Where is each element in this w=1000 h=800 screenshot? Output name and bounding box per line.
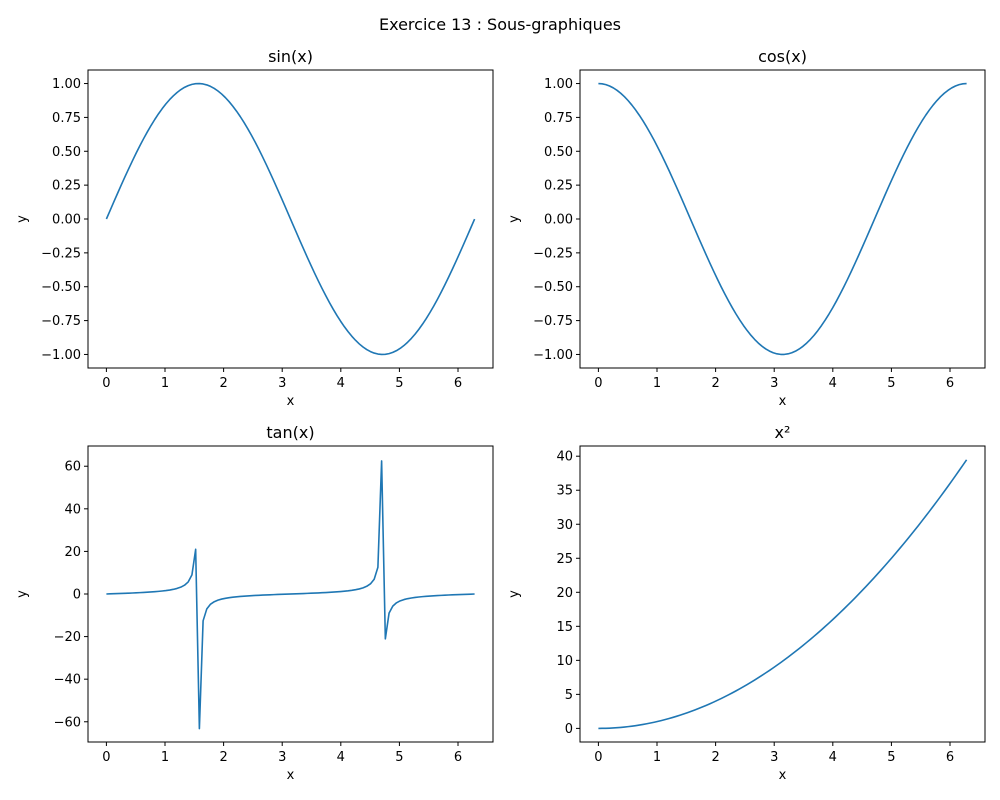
x-tick-label: 5 bbox=[395, 376, 403, 391]
y-tick-label: 0.00 bbox=[52, 213, 81, 228]
x-tick-label: 5 bbox=[887, 750, 895, 765]
y-tick-label: −0.75 bbox=[41, 314, 81, 329]
x-tick-label: 3 bbox=[770, 376, 778, 391]
y-tick-label: −0.50 bbox=[533, 280, 573, 295]
y-tick-label: 20 bbox=[64, 545, 81, 560]
y-tick-label: −20 bbox=[54, 630, 81, 645]
y-axis-label: y bbox=[507, 215, 522, 223]
y-tick-label: 0.25 bbox=[52, 179, 81, 194]
y-axis-label: y bbox=[507, 590, 522, 598]
y-tick-label: 0 bbox=[73, 588, 81, 603]
y-tick-label: 0.50 bbox=[52, 145, 81, 160]
series-line-tan bbox=[106, 460, 475, 730]
y-tick-label: −1.00 bbox=[533, 348, 573, 363]
x-tick-label: 2 bbox=[219, 376, 227, 391]
x-axis-label: x bbox=[779, 768, 787, 783]
x-tick-label: 6 bbox=[454, 376, 462, 391]
y-tick-label: −0.50 bbox=[41, 280, 81, 295]
x-tick-label: 5 bbox=[887, 376, 895, 391]
x-tick-label: 6 bbox=[946, 376, 954, 391]
y-tick-label: 0.75 bbox=[544, 111, 573, 126]
subplot-tan: tan(x) 0 1 2 3 4 5 6 −60 −40 −20 0 20 40 60 x y bbox=[15, 423, 494, 783]
subplot-sin: sin(x) 0 1 2 3 4 5 6 −1.00 −0.75 −0.50 −0.25 0.00 0.2… bbox=[15, 47, 494, 409]
subplot-title: cos(x) bbox=[758, 47, 807, 66]
y-tick-label: 0.50 bbox=[544, 145, 573, 160]
x-tick-label: 1 bbox=[653, 376, 661, 391]
x-axis-label: x bbox=[779, 394, 787, 409]
x-axis-label: x bbox=[287, 768, 295, 783]
plot-frame bbox=[579, 69, 986, 369]
x-tick-label: 3 bbox=[278, 376, 286, 391]
y-axis-label: y bbox=[15, 590, 30, 598]
x-tick-label: 0 bbox=[102, 750, 110, 765]
subplots-grid: sin(x) 0 1 2 3 4 5 6 −1.00 −0.75 −0.50 −0.25 0.00 0.2… bbox=[15, 47, 986, 783]
y-tick-label: 15 bbox=[556, 620, 573, 635]
subplot-square: x² 0 1 2 3 4 5 6 0 5 10 15 20 25 30 35 40 x y bbox=[507, 423, 986, 783]
y-tick-label: −0.25 bbox=[41, 246, 81, 261]
x-tick-label: 1 bbox=[161, 750, 169, 765]
x-tick-label: 3 bbox=[770, 750, 778, 765]
y-tick-label: 1.00 bbox=[52, 77, 81, 92]
y-tick-label: −60 bbox=[54, 715, 81, 730]
y-tick-label: 10 bbox=[556, 654, 573, 669]
x-tick-label: 4 bbox=[829, 376, 837, 391]
x-tick-label: 5 bbox=[395, 750, 403, 765]
x-tick-label: 1 bbox=[653, 750, 661, 765]
x-tick-label: 2 bbox=[711, 376, 719, 391]
subplot-title: sin(x) bbox=[268, 47, 313, 66]
y-axis-label: y bbox=[15, 215, 30, 223]
y-tick-label: 0.00 bbox=[544, 213, 573, 228]
y-tick-label: 40 bbox=[64, 502, 81, 517]
y-tick-label: 0 bbox=[565, 722, 573, 737]
x-tick-label: 6 bbox=[946, 750, 954, 765]
y-tick-label: 35 bbox=[556, 484, 573, 499]
x-tick-label: 1 bbox=[161, 376, 169, 391]
x-tick-label: 0 bbox=[594, 376, 602, 391]
x-tick-label: 2 bbox=[711, 750, 719, 765]
series-line-cos bbox=[598, 82, 967, 356]
y-tick-label: −40 bbox=[54, 673, 81, 688]
series-line-sin bbox=[105, 82, 476, 356]
subplot-title: tan(x) bbox=[266, 423, 314, 442]
x-tick-label: 0 bbox=[102, 376, 110, 391]
x-tick-label: 4 bbox=[829, 750, 837, 765]
x-tick-label: 0 bbox=[594, 750, 602, 765]
y-tick-label: 60 bbox=[64, 460, 81, 475]
y-tick-label: −0.25 bbox=[533, 246, 573, 261]
y-tick-label: 40 bbox=[556, 450, 573, 465]
y-tick-label: 1.00 bbox=[544, 77, 573, 92]
plot-frame bbox=[579, 445, 986, 743]
y-tick-label: 0.75 bbox=[52, 111, 81, 126]
y-tick-label: 25 bbox=[556, 552, 573, 567]
series-line-square bbox=[598, 459, 968, 730]
figure-suptitle: Exercice 13 : Sous-graphiques bbox=[379, 15, 621, 34]
y-tick-label: 20 bbox=[556, 586, 573, 601]
y-tick-label: −1.00 bbox=[41, 348, 81, 363]
x-axis-label: x bbox=[287, 394, 295, 409]
x-tick-label: 4 bbox=[337, 750, 345, 765]
y-tick-label: 30 bbox=[556, 518, 573, 533]
y-tick-label: 0.25 bbox=[544, 179, 573, 194]
x-tick-label: 6 bbox=[454, 750, 462, 765]
subplot-cos: cos(x) 0 1 2 3 4 5 6 −1.00 −0.75 −0.50 −0.25 0.00 0.2… bbox=[507, 47, 986, 409]
x-tick-label: 3 bbox=[278, 750, 286, 765]
x-tick-label: 4 bbox=[337, 376, 345, 391]
subplot-title: x² bbox=[775, 423, 791, 442]
y-tick-label: 5 bbox=[565, 688, 573, 703]
x-tick-label: 2 bbox=[219, 750, 227, 765]
y-tick-label: −0.75 bbox=[533, 314, 573, 329]
